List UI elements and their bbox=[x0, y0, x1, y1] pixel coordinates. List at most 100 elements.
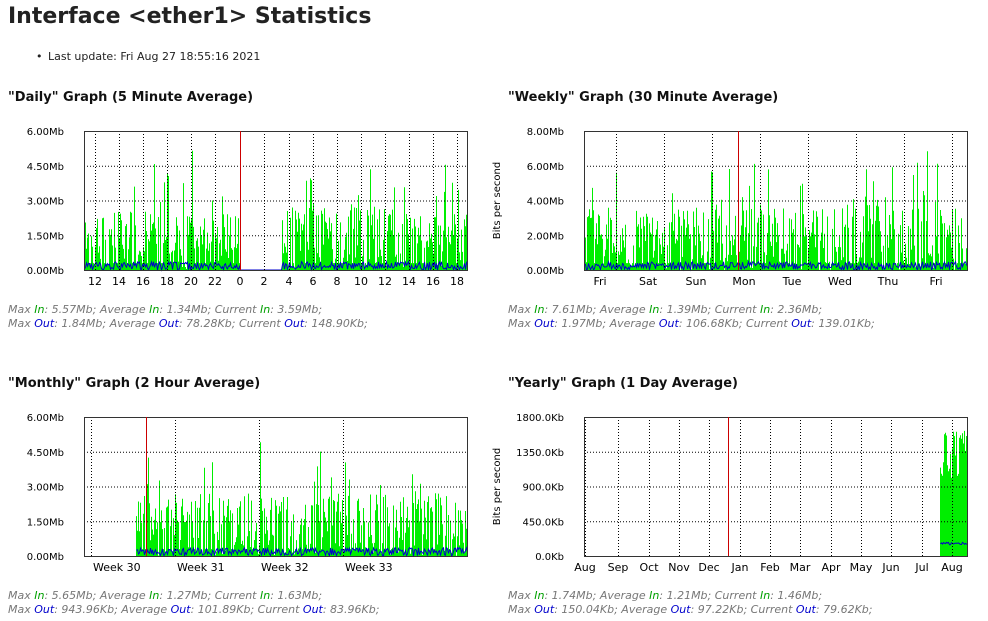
stat-label: Current bbox=[745, 317, 792, 330]
x-tick-label: May bbox=[850, 561, 873, 574]
x-tick-label: 4 bbox=[286, 275, 293, 288]
stat-label: Current bbox=[750, 603, 796, 616]
x-tick-label: Week 31 bbox=[177, 561, 225, 574]
x-tick-label: Mar bbox=[790, 561, 811, 574]
plot-border bbox=[584, 417, 968, 557]
out-traffic-series bbox=[136, 546, 468, 558]
y-axis-label: Bits per second bbox=[492, 448, 503, 525]
yearly-graph-title: "Yearly" Graph (1 Day Average) bbox=[508, 376, 738, 391]
stat-direction: In bbox=[149, 589, 160, 602]
x-tick-label: 22 bbox=[208, 275, 222, 288]
monthly-graph-title: "Monthly" Graph (2 Hour Average) bbox=[8, 376, 261, 391]
stat-label: Average bbox=[599, 303, 650, 316]
stat-direction: In bbox=[149, 303, 160, 316]
stat-label: Current bbox=[214, 303, 260, 316]
x-tick-label: 12 bbox=[378, 275, 392, 288]
stat-direction: Out bbox=[170, 603, 191, 616]
out-traffic-series bbox=[940, 541, 968, 546]
stat-label: Max bbox=[508, 317, 535, 330]
y-tick-label: 6.00Mb bbox=[27, 127, 64, 138]
stat-label: Max bbox=[8, 603, 35, 616]
stat-value: : 943.96Kb; bbox=[54, 603, 118, 616]
x-tick-label: 10 bbox=[354, 275, 368, 288]
x-tick-label: Thu bbox=[877, 275, 899, 288]
stat-label: Max bbox=[8, 589, 35, 602]
stat-value: : 79.62Kb; bbox=[815, 603, 873, 616]
x-tick-label: Sun bbox=[686, 275, 707, 288]
stat-label: Current bbox=[214, 589, 260, 602]
weekly-graph-title: "Weekly" Graph (30 Minute Average) bbox=[508, 90, 779, 105]
x-tick-label: Fri bbox=[929, 275, 942, 288]
stat-direction: In bbox=[534, 303, 545, 316]
stat-direction: In bbox=[534, 589, 545, 602]
x-tick-label: 18 bbox=[450, 275, 464, 288]
stat-direction: In bbox=[260, 589, 271, 602]
stat-direction: In bbox=[34, 589, 45, 602]
y-tick-label: 3.00Mb bbox=[27, 197, 64, 208]
x-tick-label: 16 bbox=[426, 275, 440, 288]
x-tick-label: 12 bbox=[88, 275, 102, 288]
stat-value: : 101.89Kb; bbox=[190, 603, 255, 616]
stat-direction: Out bbox=[34, 603, 55, 616]
x-tick-label: Dec bbox=[698, 561, 719, 574]
yearly-stats: Max In: 1.74Mb; Average In: 1.21Mb; Curr… bbox=[508, 589, 872, 617]
stat-value: : 97.22Kb; bbox=[690, 603, 748, 616]
yearly-graph: 1800.0Kb 1350.0Kb 900.0Kb 450.0Kb 0.0Kb Bits … bbox=[492, 413, 968, 574]
stat-direction: In bbox=[760, 589, 771, 602]
stat-label: Average bbox=[621, 603, 671, 616]
stat-value: : 139.01Kb; bbox=[811, 317, 875, 330]
stat-value: : 1.27Mb; bbox=[159, 589, 212, 602]
daily-graph-title: "Daily" Graph (5 Minute Average) bbox=[8, 90, 254, 105]
stat-label: Max bbox=[508, 303, 535, 316]
y-tick-label: 1350.0Kb bbox=[516, 448, 564, 459]
last-update-text: Last update: Fri Aug 27 18:55:16 2021 bbox=[48, 50, 261, 63]
y-tick-label: 0.00Mb bbox=[27, 266, 64, 277]
y-tick-label: 2.00Mb bbox=[527, 231, 564, 242]
x-tick-label: Jul bbox=[914, 561, 928, 574]
stat-label: Max bbox=[8, 317, 35, 330]
in-traffic-series bbox=[940, 430, 968, 556]
page-title: Interface <ether1> Statistics bbox=[8, 4, 372, 29]
x-tick-label: Aug bbox=[574, 561, 595, 574]
stat-label: Max bbox=[8, 303, 35, 316]
x-tick-label: Week 33 bbox=[345, 561, 393, 574]
y-tick-label: 900.0Kb bbox=[522, 483, 564, 494]
y-tick-label: 0.00Mb bbox=[527, 266, 564, 277]
stat-direction: Out bbox=[302, 603, 323, 616]
stat-value: : 1.97Mb; bbox=[554, 317, 607, 330]
monthly-stats-in: Max In: 5.65Mb; Average In: 1.27Mb; Curr… bbox=[8, 589, 379, 603]
stat-value: : 7.61Mb; bbox=[544, 303, 597, 316]
stat-label: Average bbox=[599, 589, 650, 602]
y-tick-label: 4.50Mb bbox=[27, 448, 64, 459]
stat-direction: In bbox=[760, 303, 771, 316]
x-tick-label: Sat bbox=[639, 275, 658, 288]
stat-direction: In bbox=[260, 303, 271, 316]
stat-value: : 5.65Mb; bbox=[44, 589, 97, 602]
daily-stats-out: Max Out: 1.84Mb; Average Out: 78.28Kb; C… bbox=[8, 317, 368, 331]
x-tick-label: Oct bbox=[639, 561, 659, 574]
yearly-stats-in: Max In: 1.74Mb; Average In: 1.21Mb; Curr… bbox=[508, 589, 872, 603]
x-tick-label: 20 bbox=[184, 275, 198, 288]
stat-value: : 150.04Kb; bbox=[554, 603, 618, 616]
stat-direction: Out bbox=[534, 603, 555, 616]
weekly-graph: 8.00Mb 6.00Mb 4.00Mb 2.00Mb 0.00Mb Bits per s… bbox=[492, 127, 968, 288]
stat-value: : 1.63Mb; bbox=[270, 589, 323, 602]
stat-value: : 1.34Mb; bbox=[159, 303, 212, 316]
stat-direction: In bbox=[649, 589, 660, 602]
stat-direction: Out bbox=[658, 317, 679, 330]
x-tick-label: Apr bbox=[821, 561, 841, 574]
plot-border bbox=[584, 131, 968, 271]
stat-direction: Out bbox=[534, 317, 555, 330]
stat-direction: Out bbox=[670, 603, 691, 616]
x-tick-label: Week 32 bbox=[261, 561, 309, 574]
x-tick-label: Feb bbox=[760, 561, 779, 574]
x-tick-label: Nov bbox=[668, 561, 690, 574]
y-tick-label: 1800.0Kb bbox=[516, 413, 564, 424]
y-tick-label: 3.00Mb bbox=[27, 483, 64, 494]
y-tick-label: 6.00Mb bbox=[527, 162, 564, 173]
y-tick-label: 0.0Kb bbox=[535, 552, 564, 563]
weekly-stats-out: Max Out: 1.97Mb; Average Out: 106.68Kb; … bbox=[508, 317, 875, 331]
stat-label: Max bbox=[508, 589, 535, 602]
y-tick-label: 1.50Mb bbox=[27, 517, 64, 528]
